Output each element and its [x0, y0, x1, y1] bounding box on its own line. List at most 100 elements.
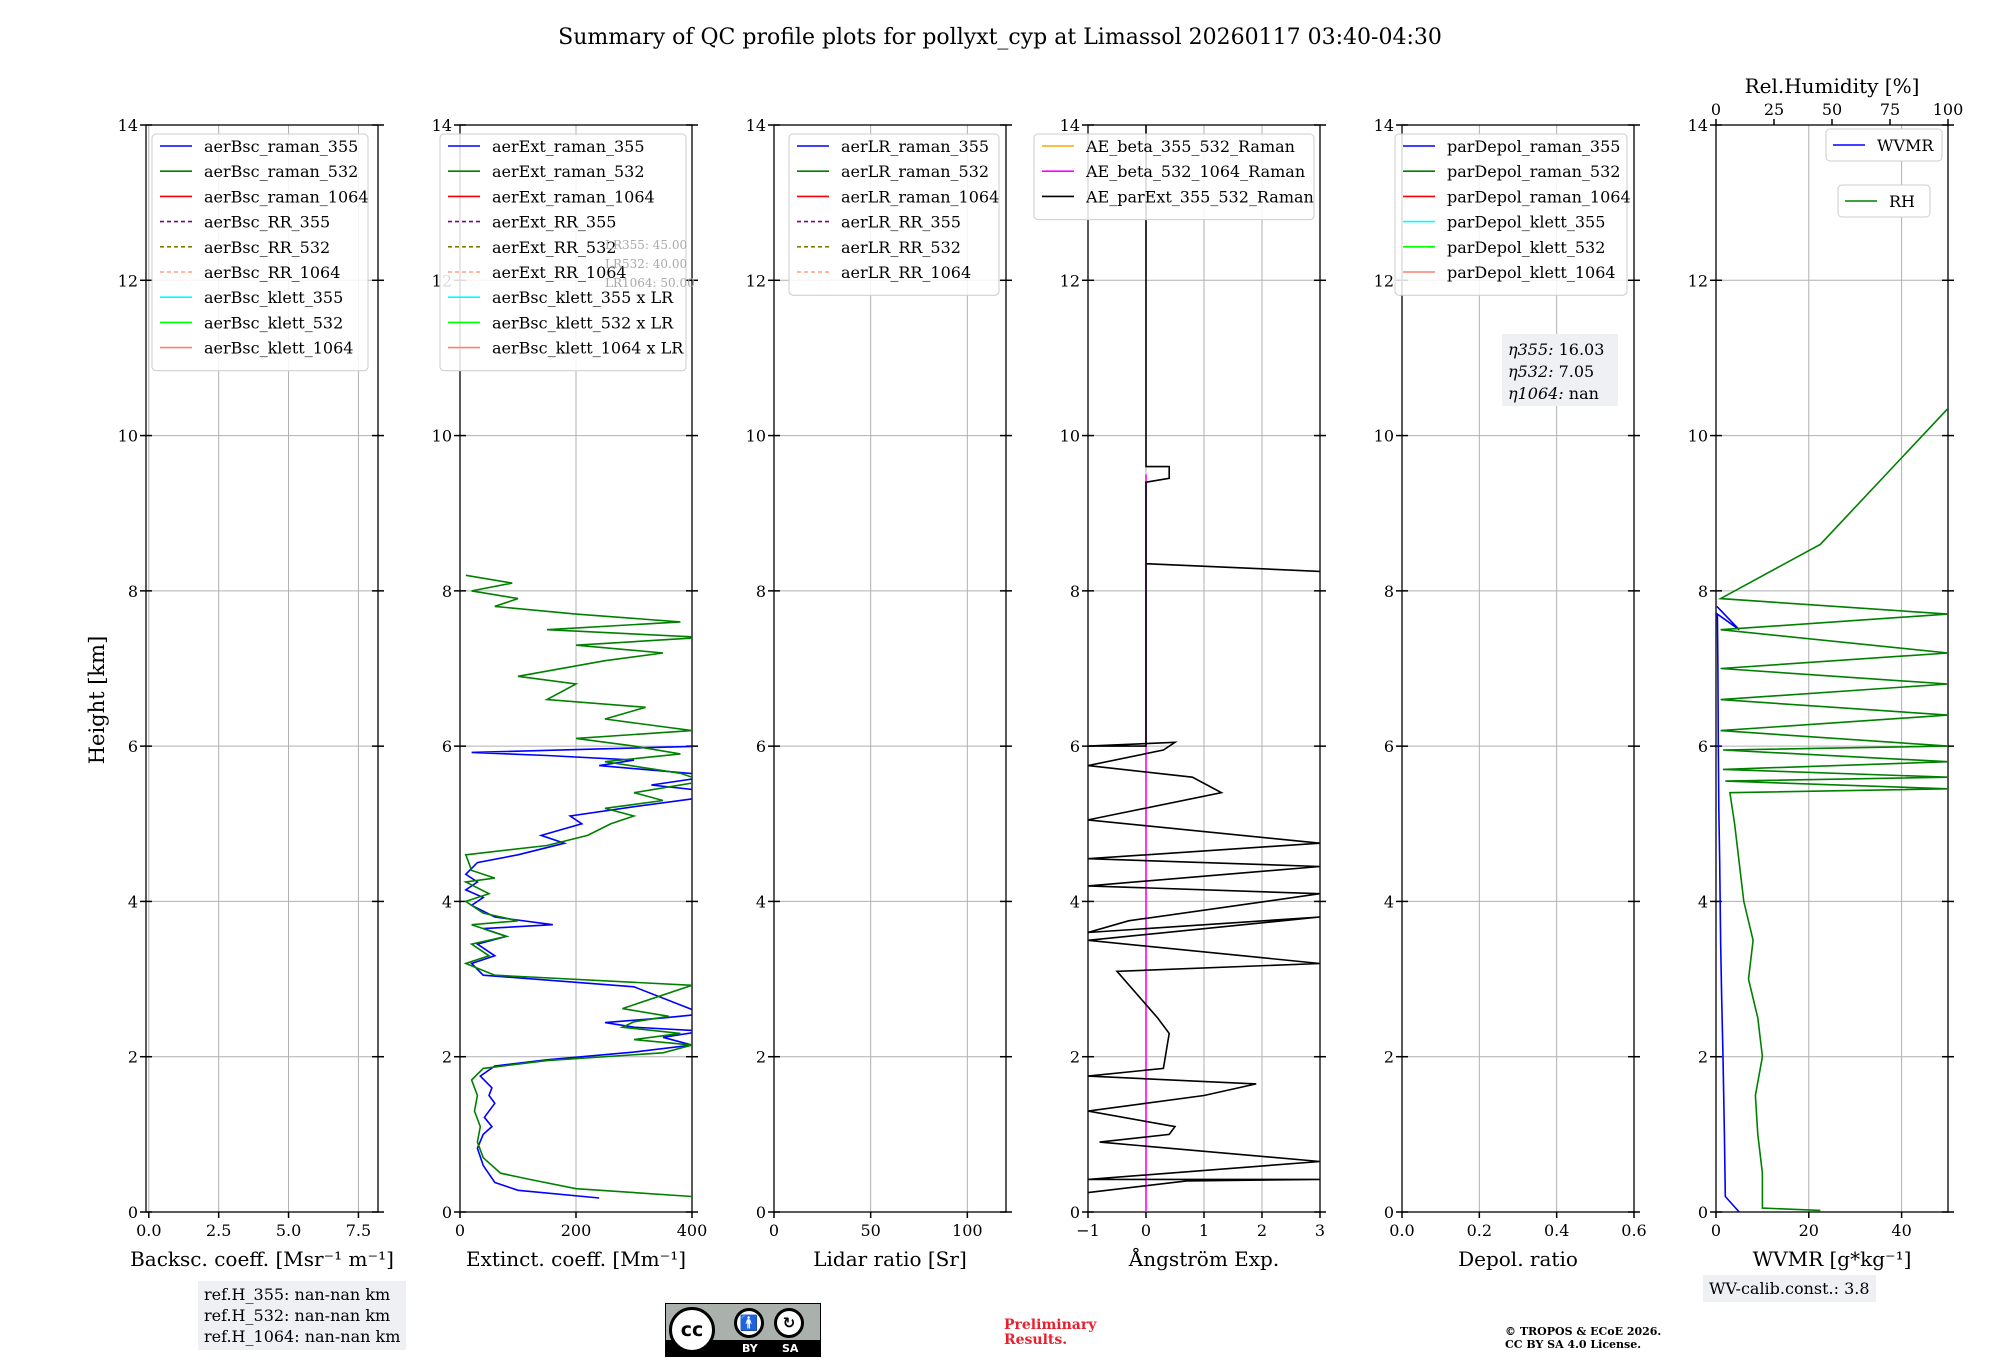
x-tick-label: 1: [1199, 1221, 1209, 1240]
x-tick-label: 0.2: [1467, 1221, 1492, 1240]
y-tick-label: 8: [1698, 582, 1708, 601]
x-tick-label: 0: [1141, 1221, 1151, 1240]
x2-axis-label: Rel.Humidity [%]: [1745, 74, 1920, 98]
x-axis-label: Ångström Exp.: [1128, 1246, 1279, 1271]
y-tick-label: 6: [1384, 737, 1394, 756]
legend: aerBsc_raman_355 aerBsc_raman_532 aerBsc_r…: [151, 133, 369, 372]
x-tick-label: 0.4: [1544, 1221, 1569, 1240]
legend: AE_beta_355_532_Raman AE_beta_532_1064_Ra…: [1033, 133, 1315, 221]
legend-label: AE_beta_355_532_Raman: [1085, 137, 1295, 156]
legend-wvmr-box: [1825, 128, 1943, 162]
legend-label: aerBsc_RR_1064: [204, 263, 340, 282]
y-tick-label: 12: [1374, 271, 1394, 290]
legend-box: [1394, 133, 1628, 296]
by-person-icon: 🚹: [734, 1308, 764, 1338]
x-tick-label: 20: [1799, 1221, 1819, 1240]
x-tick-label: 2.5: [206, 1221, 231, 1240]
legend-label: aerBsc_klett_1064: [204, 339, 353, 358]
legend-label: aerLR_RR_355: [841, 213, 961, 232]
copyright-note: © TROPOS & ECoE 2026. CC BY SA 4.0 Licen…: [1505, 1325, 1661, 1351]
ref-height-532: ref.H_532: nan-nan km: [204, 1306, 391, 1325]
y-tick-label: 0: [442, 1203, 452, 1222]
axes-frame: [1401, 124, 1635, 1213]
preliminary-line-2: Results.: [1004, 1332, 1068, 1348]
legend-label: aerBsc_raman_1064: [204, 187, 369, 206]
legend-label: parDepol_klett_355: [1447, 213, 1605, 232]
legend-box: [151, 133, 369, 372]
series-line-aerExt_raman_355: [464, 745, 692, 1199]
cc-by-label: BY: [742, 1342, 758, 1355]
y-tick-label: 6: [128, 737, 138, 756]
legend-label: aerLR_raman_355: [841, 137, 989, 156]
x-tick-label: 400: [677, 1221, 708, 1240]
series-line-AE_parExt_355_532_Raman: [1088, 125, 1320, 1194]
y-tick-label: 14: [1374, 116, 1394, 135]
legend-box: [1033, 133, 1315, 221]
eta-value-2: η1064: nan: [1508, 384, 1599, 403]
eta-box: [1502, 334, 1618, 406]
y-tick-label: 2: [1698, 1048, 1708, 1067]
legend-label-wvmr: WVMR: [1877, 136, 1934, 155]
y-tick-label: 2: [756, 1048, 766, 1067]
y-tick-label: 10: [746, 427, 766, 446]
legend: aerExt_raman_355 aerExt_raman_532 aerExt_r…: [439, 133, 687, 372]
eta-number: nan: [1569, 384, 1599, 403]
y-tick-label: 12: [1688, 271, 1708, 290]
y-tick-label: 10: [1688, 427, 1708, 446]
series-line-RH: [1717, 354, 1948, 1212]
y-tick-label: 0: [1384, 1203, 1394, 1222]
x2-tick-label: 25: [1764, 100, 1784, 119]
y-tick-label: 0: [1070, 1203, 1080, 1222]
legend-label: aerExt_raman_1064: [492, 187, 655, 206]
axes-frame: [145, 124, 379, 1213]
x-tick-label: 0.0: [1389, 1221, 1414, 1240]
x2-tick-label: 50: [1822, 100, 1842, 119]
x-tick-label: −1: [1076, 1221, 1100, 1240]
copyright-line-1: © TROPOS & ECoE 2026.: [1505, 1325, 1662, 1338]
x2-tick-label: 75: [1880, 100, 1900, 119]
y-tick-label: 10: [1060, 427, 1080, 446]
lidar-ratio-note: LR1064: 50.00: [605, 276, 695, 290]
eta-number: 16.03: [1559, 340, 1605, 359]
series-line-WVMR: [1716, 605, 1740, 1212]
legend-label: aerBsc_klett_355 x LR: [492, 288, 674, 307]
legend-label: aerLR_raman_1064: [841, 187, 999, 206]
legend-label: aerBsc_RR_532: [204, 238, 330, 257]
cc-sa-label: SA: [782, 1342, 799, 1355]
x-axis-label: Backsc. coeff. [Msr⁻¹ m⁻¹]: [130, 1247, 394, 1271]
legend-label: parDepol_raman_532: [1447, 162, 1620, 181]
legend-label: aerExt_RR_532: [492, 238, 616, 257]
panel-bsc: 0 2 4 6 8 10 12 14 0.0 2.5 5.0 7.5 Backsc. coeff. [M…: [118, 116, 394, 1271]
y-tick-label: 8: [756, 582, 766, 601]
legend-label: aerBsc_klett_355: [204, 288, 343, 307]
y-tick-label: 12: [118, 271, 138, 290]
eta-prefix: η532:: [1508, 362, 1559, 381]
preliminary-line-1: Preliminary: [1004, 1317, 1097, 1333]
y-tick-label: 0: [128, 1203, 138, 1222]
y-tick-label: 2: [128, 1048, 138, 1067]
x2-tick-label: 0: [1711, 100, 1721, 119]
legend-label: aerExt_raman_355: [492, 137, 645, 156]
legend-label: aerBsc_raman_532: [204, 162, 358, 181]
y-tick-label: 14: [1060, 116, 1080, 135]
y-tick-label: 6: [1070, 737, 1080, 756]
y-tick-label: 8: [442, 582, 452, 601]
legend-label: AE_parExt_355_532_Raman: [1085, 187, 1314, 206]
eta-value-0: η355: 16.03: [1508, 340, 1604, 359]
wv-calibration-box: WV-calib.const.: 3.8: [1703, 1275, 1876, 1302]
x2-tick-label: 100: [1933, 100, 1964, 119]
eta-value-1: η532: 7.05: [1508, 362, 1594, 381]
y-tick-label: 14: [746, 116, 766, 135]
eta-prefix: η1064:: [1508, 384, 1569, 403]
panel-depol: 0 2 4 6 8 10 12 14 0.0 0.2 0.4 0.6 Depol. ratio parDe…: [1374, 116, 1647, 1271]
series-line-aerExt_raman_532: [463, 574, 692, 1198]
y-tick-label: 0: [1698, 1203, 1708, 1222]
legend-label-rh: RH: [1889, 192, 1915, 211]
eta-prefix: η355:: [1508, 340, 1559, 359]
legend: aerLR_raman_355 aerLR_raman_532 aerLR_rama…: [788, 133, 1000, 296]
x-tick-label: 3: [1315, 1221, 1325, 1240]
x-tick-label: 200: [561, 1221, 592, 1240]
x-tick-label: 0.6: [1621, 1221, 1646, 1240]
